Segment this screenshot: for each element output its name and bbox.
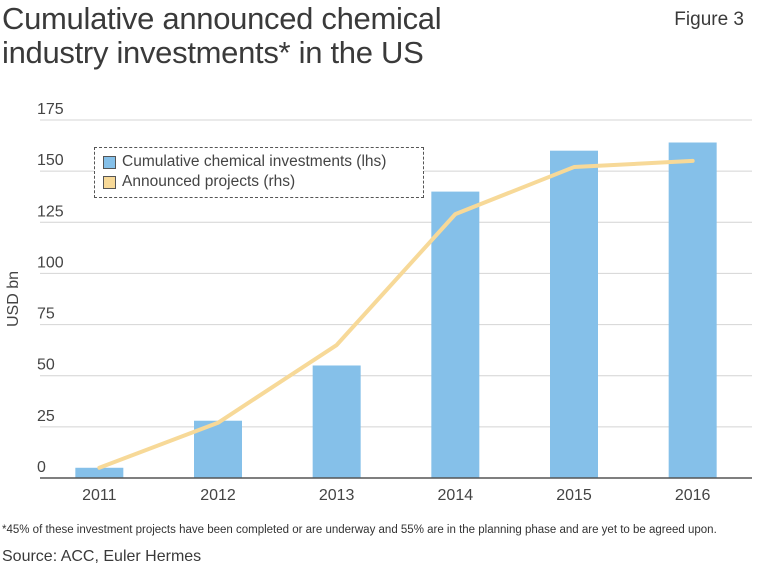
- x-tick-label: 2011: [82, 487, 117, 504]
- y-axis-title: USD bn: [5, 271, 22, 327]
- y-tick-label: 100: [37, 254, 64, 271]
- chart-area: 0 25 50 75 100 125 150 175 USD bn 2011 2012 2013 201…: [5, 101, 752, 504]
- source: Source: ACC, Euler Hermes: [2, 548, 202, 565]
- y-tick-label: 0: [37, 459, 46, 476]
- line-series-announced-projects: [97, 158, 695, 470]
- bar: [668, 142, 717, 478]
- chart-title: Cumulative announced chemical industry i…: [2, 1, 442, 70]
- legend-label-bars: Cumulative chemical investments (lhs): [122, 153, 387, 170]
- footnote: *45% of these investment projects have b…: [2, 524, 717, 536]
- legend-label-line: Announced projects (rhs): [122, 173, 296, 190]
- x-tick-label: 2013: [319, 487, 355, 504]
- bar: [550, 150, 598, 478]
- y-tick-label: 50: [37, 357, 55, 374]
- bar: [75, 467, 124, 478]
- figure-label: Figure 3: [674, 9, 744, 30]
- title-line-2: industry investments* in the US: [2, 35, 424, 70]
- y-tick-label: 175: [37, 101, 64, 118]
- x-tick-label: 2014: [438, 487, 474, 504]
- x-tick-label: 2012: [200, 487, 236, 504]
- bar: [312, 365, 361, 478]
- legend-swatch-bars: [103, 155, 116, 169]
- y-tick-label: 25: [37, 408, 55, 425]
- y-tick-label: 150: [37, 152, 64, 169]
- x-tick-label: 2016: [675, 487, 711, 504]
- legend-item-line: Announced projects (rhs): [103, 172, 415, 192]
- y-tick-label: 125: [37, 203, 64, 220]
- legend-item-bars: Cumulative chemical investments (lhs): [103, 152, 415, 172]
- legend-swatch-line: [103, 175, 116, 189]
- legend: Cumulative chemical investments (lhs) An…: [94, 147, 424, 198]
- bar: [431, 191, 480, 478]
- x-tick-label: 2015: [556, 487, 592, 504]
- title-line-1: Cumulative announced chemical: [2, 1, 442, 36]
- y-tick-label: 75: [37, 306, 55, 323]
